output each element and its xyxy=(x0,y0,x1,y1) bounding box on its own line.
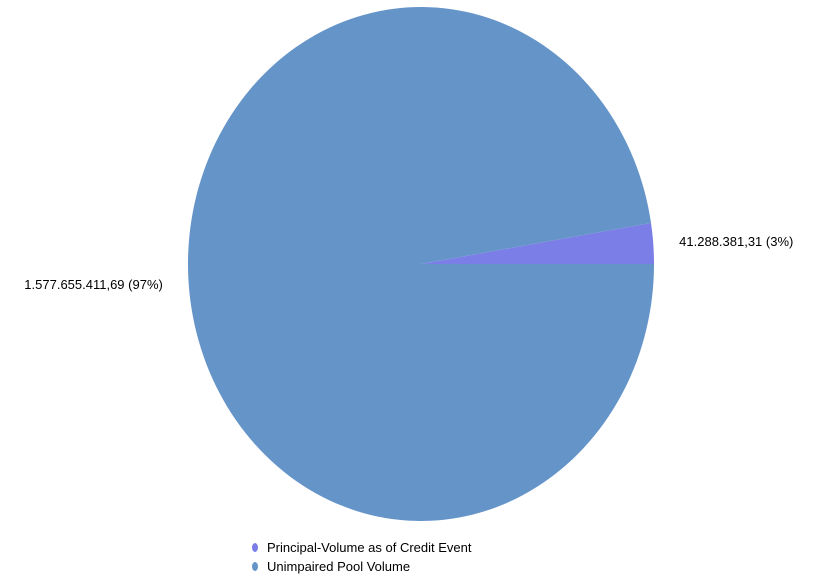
legend-label-principal-volume: Principal-Volume as of Credit Event xyxy=(267,540,472,555)
legend-marker-principal-volume xyxy=(252,543,258,552)
pie-slice-principal-volume[interactable] xyxy=(421,222,654,264)
slice-label-principal-volume: 41.288.381,31 (3%) xyxy=(679,234,793,249)
slice-label-unimpaired-pool-volume: 1.577.655.411,69 (97%) xyxy=(24,277,163,292)
legend-item-principal-volume[interactable]: Principal-Volume as of Credit Event xyxy=(252,538,471,557)
legend-item-unimpaired-pool-volume[interactable]: Unimpaired Pool Volume xyxy=(252,557,471,576)
legend-marker-unimpaired-pool-volume xyxy=(252,562,258,571)
legend-label-unimpaired-pool-volume: Unimpaired Pool Volume xyxy=(267,559,411,574)
legend: Principal-Volume as of Credit Event Unim… xyxy=(252,538,471,576)
pie-slice-unimpaired-pool-volume[interactable] xyxy=(187,6,654,521)
